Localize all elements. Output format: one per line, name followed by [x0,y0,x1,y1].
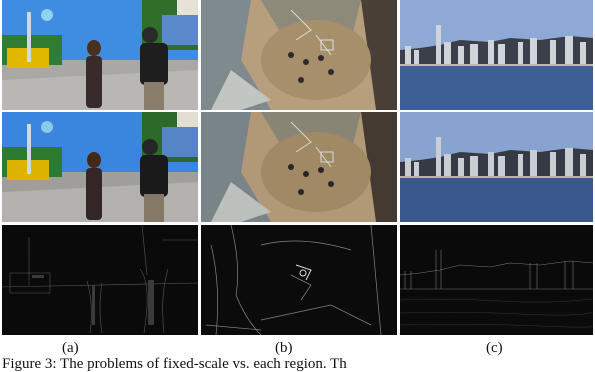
label-a: (a) [62,340,79,356]
image-a-original [2,0,198,110]
label-c: (c) [486,340,503,356]
image-a-enhanced [2,112,198,222]
image-c-enhanced [400,112,593,222]
image-b-enhanced [201,112,397,222]
label-b: (b) [275,340,293,356]
image-c-edge-map [400,225,593,335]
image-c-original [400,0,593,110]
image-b-edge-map [201,225,397,335]
image-b-original [201,0,397,110]
image-a-edge-map [2,225,198,335]
